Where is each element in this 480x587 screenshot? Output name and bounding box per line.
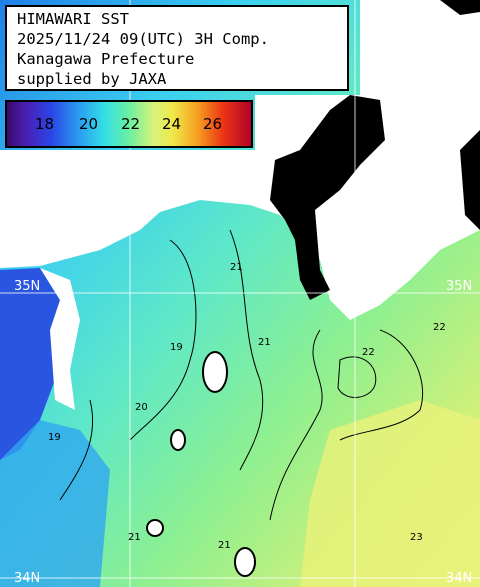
lat-label-35n: 35N	[14, 279, 40, 294]
title-line-source: supplied by JAXA	[17, 70, 167, 88]
colorbar-tick: 24	[162, 115, 182, 133]
island-1	[202, 351, 228, 393]
colorbar-tick: 20	[79, 115, 99, 133]
title-line-datetime: 2025/11/24 09(UTC) 3H Comp.	[17, 30, 269, 48]
contour-label: 22	[362, 347, 375, 358]
cloud-east-edge	[460, 130, 480, 230]
land-west	[40, 268, 80, 410]
island-2	[170, 429, 186, 451]
cloud-tokyo-bay	[270, 95, 385, 300]
island-4	[234, 547, 256, 577]
contour-label: 20	[135, 402, 148, 413]
lat-label-34n: 34N	[14, 571, 40, 586]
title-line-region: Kanagawa Prefecture	[17, 50, 195, 68]
contour-label: 21	[230, 262, 243, 273]
lat-label-34n-right: 34N	[446, 571, 472, 586]
contour-label: 23	[410, 532, 423, 543]
west-cold-water	[0, 268, 60, 460]
cloud-northeast	[440, 0, 480, 15]
contour-label: 21	[218, 540, 231, 551]
title-line-product: HIMAWARI SST	[17, 10, 129, 28]
contour-label: 21	[258, 337, 271, 348]
contour-label: 21	[128, 532, 141, 543]
contour-label: 19	[48, 432, 61, 443]
lat-label-35n-right: 35N	[446, 279, 472, 294]
contour-label: 22	[433, 322, 446, 333]
contours	[59, 229, 424, 521]
warm-water	[300, 400, 480, 587]
title-box: HIMAWARI SST 2025/11/24 09(UTC) 3H Comp.…	[5, 5, 349, 91]
colorbar-tick: 18	[35, 115, 55, 133]
colorbar: 18 20 22 24 26	[5, 100, 253, 148]
contour-label: 19	[170, 342, 183, 353]
land-north	[0, 0, 480, 320]
colorbar-tick: 26	[203, 115, 223, 133]
colorbar-tick: 22	[121, 115, 141, 133]
island-3	[146, 519, 164, 537]
